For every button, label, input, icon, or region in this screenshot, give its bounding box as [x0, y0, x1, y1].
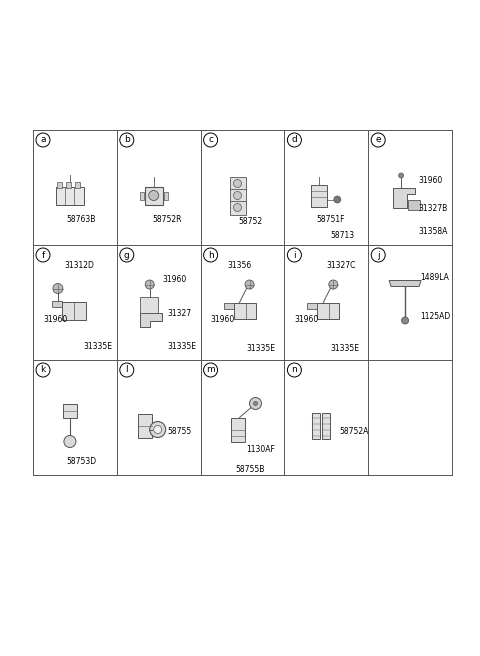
Bar: [140, 192, 144, 199]
Bar: [144, 186, 163, 205]
Bar: [63, 403, 77, 417]
Circle shape: [253, 401, 257, 405]
Bar: [312, 413, 320, 438]
Text: 31960: 31960: [294, 316, 319, 324]
Text: 58755: 58755: [167, 427, 192, 436]
Circle shape: [154, 426, 162, 434]
Polygon shape: [140, 312, 162, 327]
Text: 58753D: 58753D: [67, 457, 96, 466]
Text: f: f: [41, 251, 45, 260]
Text: 31356: 31356: [228, 261, 252, 270]
Bar: [56, 186, 84, 205]
Bar: [75, 182, 81, 188]
Text: c: c: [208, 136, 213, 144]
Text: 31960: 31960: [419, 176, 443, 185]
Text: 1130AF: 1130AF: [247, 445, 276, 454]
Bar: [164, 192, 168, 199]
Circle shape: [64, 436, 76, 447]
Bar: [322, 413, 330, 438]
Circle shape: [233, 203, 241, 211]
Text: 31335E: 31335E: [167, 342, 196, 351]
Text: 31335E: 31335E: [331, 344, 360, 353]
Text: 31960: 31960: [43, 316, 67, 324]
Text: 31327: 31327: [167, 310, 191, 319]
Text: a: a: [40, 136, 46, 144]
Text: g: g: [124, 251, 130, 260]
Text: 58751F: 58751F: [316, 215, 345, 224]
Text: j: j: [377, 251, 380, 260]
Polygon shape: [52, 300, 62, 306]
Bar: [58, 182, 62, 188]
Text: 58752R: 58752R: [152, 215, 181, 224]
Text: 58755B: 58755B: [236, 464, 265, 474]
Text: d: d: [291, 136, 297, 144]
Bar: [140, 297, 158, 312]
Text: n: n: [291, 365, 297, 375]
Text: e: e: [375, 136, 381, 144]
Circle shape: [334, 196, 341, 203]
Bar: [229, 201, 245, 215]
Bar: [230, 417, 244, 441]
Circle shape: [150, 422, 166, 438]
Text: 58752: 58752: [238, 218, 263, 226]
Text: h: h: [208, 251, 214, 260]
Circle shape: [233, 180, 241, 188]
Polygon shape: [393, 188, 415, 207]
Bar: [66, 182, 72, 188]
Circle shape: [398, 173, 404, 178]
Text: 31960: 31960: [163, 275, 187, 284]
Bar: [62, 302, 86, 319]
Text: 31327C: 31327C: [326, 261, 356, 270]
Text: i: i: [293, 251, 296, 260]
Circle shape: [402, 317, 408, 324]
Text: 58763B: 58763B: [67, 215, 96, 224]
Circle shape: [149, 190, 159, 201]
Circle shape: [233, 192, 241, 199]
Text: b: b: [124, 136, 130, 144]
Text: 31335E: 31335E: [247, 344, 276, 353]
Text: l: l: [125, 365, 128, 375]
Bar: [233, 302, 255, 319]
Text: m: m: [206, 365, 215, 375]
Circle shape: [53, 283, 63, 293]
Bar: [229, 176, 245, 190]
Bar: [312, 184, 327, 207]
Circle shape: [245, 280, 254, 289]
Text: 58713: 58713: [331, 232, 355, 240]
Bar: [317, 302, 339, 319]
Bar: [229, 188, 245, 203]
Text: 31960: 31960: [211, 316, 235, 324]
Bar: [138, 413, 152, 438]
Text: 31335E: 31335E: [84, 342, 112, 351]
Bar: [408, 199, 420, 209]
Polygon shape: [307, 302, 317, 308]
Circle shape: [329, 280, 338, 289]
Polygon shape: [224, 302, 233, 308]
Text: 1489LA: 1489LA: [420, 273, 449, 281]
Text: 1125AD: 1125AD: [420, 312, 450, 321]
Polygon shape: [389, 281, 421, 287]
Text: 31358A: 31358A: [419, 227, 448, 236]
Text: k: k: [40, 365, 46, 375]
Text: 31327B: 31327B: [419, 204, 448, 213]
Text: 58752A: 58752A: [339, 427, 368, 436]
Text: 31312D: 31312D: [65, 261, 95, 270]
Circle shape: [250, 398, 262, 409]
Circle shape: [145, 280, 154, 289]
